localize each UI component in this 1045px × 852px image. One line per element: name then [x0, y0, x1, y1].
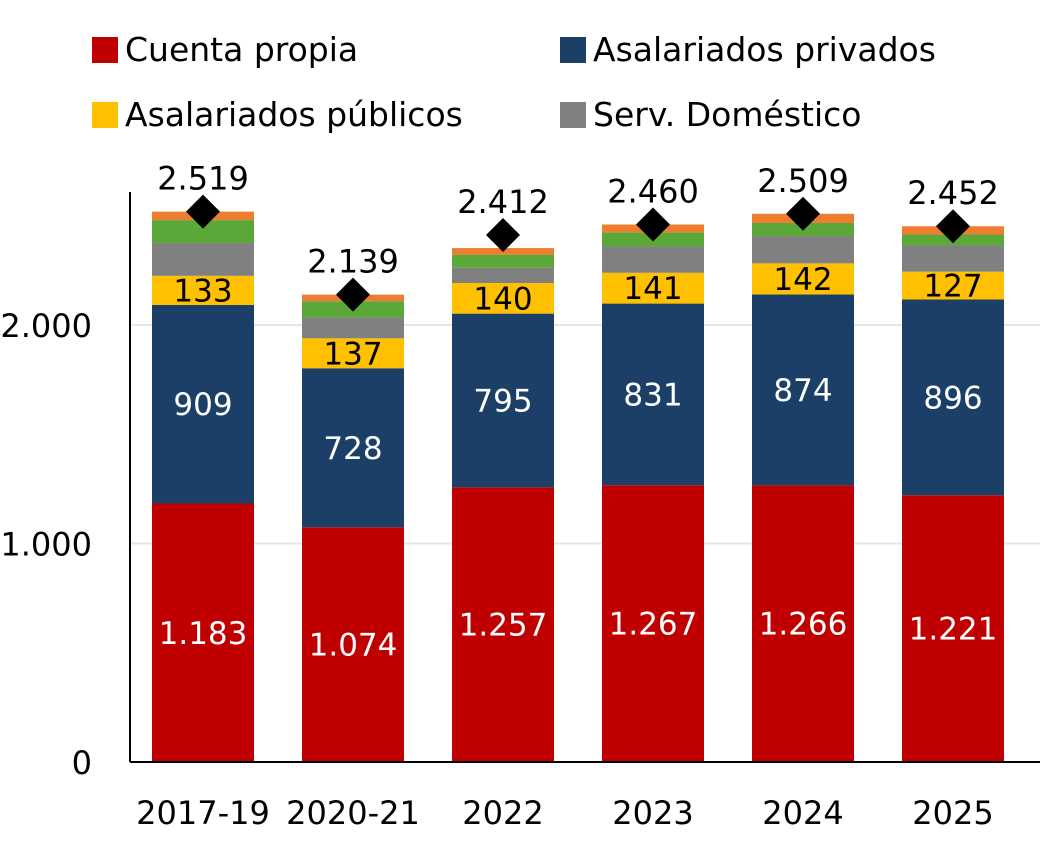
bar-segment — [452, 283, 554, 314]
x-tick-label: 2023 — [612, 794, 693, 832]
bar-segment — [452, 487, 554, 762]
total-label: 2.519 — [157, 160, 249, 198]
bar-segment — [152, 243, 254, 276]
bar-segment — [452, 313, 554, 488]
bar-segment — [752, 485, 854, 762]
total-label: 2.139 — [307, 243, 399, 281]
chart-legend: Cuenta propia Asalariados privados Asala… — [0, 0, 1045, 150]
data-label: 142 — [773, 262, 832, 298]
bar-segment — [902, 299, 1004, 496]
data-label: 874 — [773, 373, 832, 409]
y-tick-label: 1.000 — [0, 526, 92, 564]
legend-label: Asalariados privados — [593, 30, 936, 69]
bar-segment — [752, 294, 854, 486]
bar-segment — [302, 317, 404, 339]
data-label: 137 — [323, 336, 382, 372]
total-label: 2.509 — [757, 162, 849, 200]
bar-segment — [452, 254, 554, 268]
legend-label: Cuenta propia — [125, 30, 359, 69]
bar-segment — [902, 245, 1004, 272]
total-marker — [786, 196, 820, 231]
legend-label: Asalariados públicos — [125, 95, 463, 134]
bar-segment — [152, 503, 254, 762]
total-label: 2.460 — [607, 172, 699, 210]
bar-segment — [752, 236, 854, 264]
bar-segment — [152, 220, 254, 244]
data-label: 133 — [173, 273, 232, 309]
total-marker — [636, 207, 670, 242]
legend-item-asalariados-privados: Asalariados privados — [560, 30, 936, 69]
data-label: 1.266 — [759, 607, 848, 643]
total-marker — [336, 277, 370, 312]
legend-item-cuenta-propia: Cuenta propia — [92, 30, 358, 69]
legend-swatch — [560, 36, 586, 63]
legend-item-serv-domestico: Serv. Doméstico — [560, 95, 861, 134]
x-tick-label: 2025 — [912, 794, 993, 832]
total-marker — [186, 194, 220, 229]
bar-segment — [302, 368, 404, 528]
x-tick-label: 2020-21 — [286, 794, 420, 832]
data-label: 795 — [473, 383, 532, 419]
bar-segment — [302, 338, 404, 369]
bar-segment — [152, 304, 254, 504]
total-label: 2.452 — [907, 174, 999, 212]
data-label: 141 — [623, 271, 682, 307]
bar-segment — [902, 271, 1004, 300]
data-label: 909 — [173, 387, 232, 423]
data-label: 1.267 — [609, 607, 698, 643]
bar-segment — [602, 246, 704, 273]
total-marker — [936, 209, 970, 244]
bar-segment — [602, 303, 704, 486]
bar-segment — [752, 263, 854, 295]
bar-segment — [452, 267, 554, 284]
legend-swatch — [92, 101, 118, 128]
y-tick-label: 2.000 — [0, 307, 92, 345]
legend-label: Serv. Doméstico — [593, 95, 862, 134]
x-tick-label: 2024 — [762, 794, 843, 832]
data-label: 1.074 — [309, 628, 398, 664]
data-label: 1.183 — [159, 616, 248, 652]
x-tick-label: 2017-19 — [136, 794, 270, 832]
data-label: 896 — [923, 380, 982, 416]
bar-segment — [902, 495, 1004, 762]
y-tick-label: 0 — [72, 744, 92, 782]
data-label: 140 — [473, 281, 532, 317]
total-label: 2.412 — [457, 183, 549, 221]
data-label: 1.221 — [909, 612, 998, 648]
total-marker — [486, 217, 520, 252]
data-label: 1.257 — [459, 608, 548, 644]
legend-swatch — [92, 36, 118, 63]
bar-segment — [152, 275, 254, 305]
bar-segment — [602, 485, 704, 762]
legend-item-asalariados-publicos: Asalariados públicos — [92, 95, 463, 134]
data-label: 728 — [323, 431, 382, 467]
data-label: 831 — [623, 377, 682, 413]
bar-segment — [602, 272, 704, 304]
data-label: 127 — [923, 269, 982, 305]
legend-swatch — [560, 101, 586, 128]
bar-segment — [302, 527, 404, 762]
x-tick-label: 2022 — [462, 794, 543, 832]
